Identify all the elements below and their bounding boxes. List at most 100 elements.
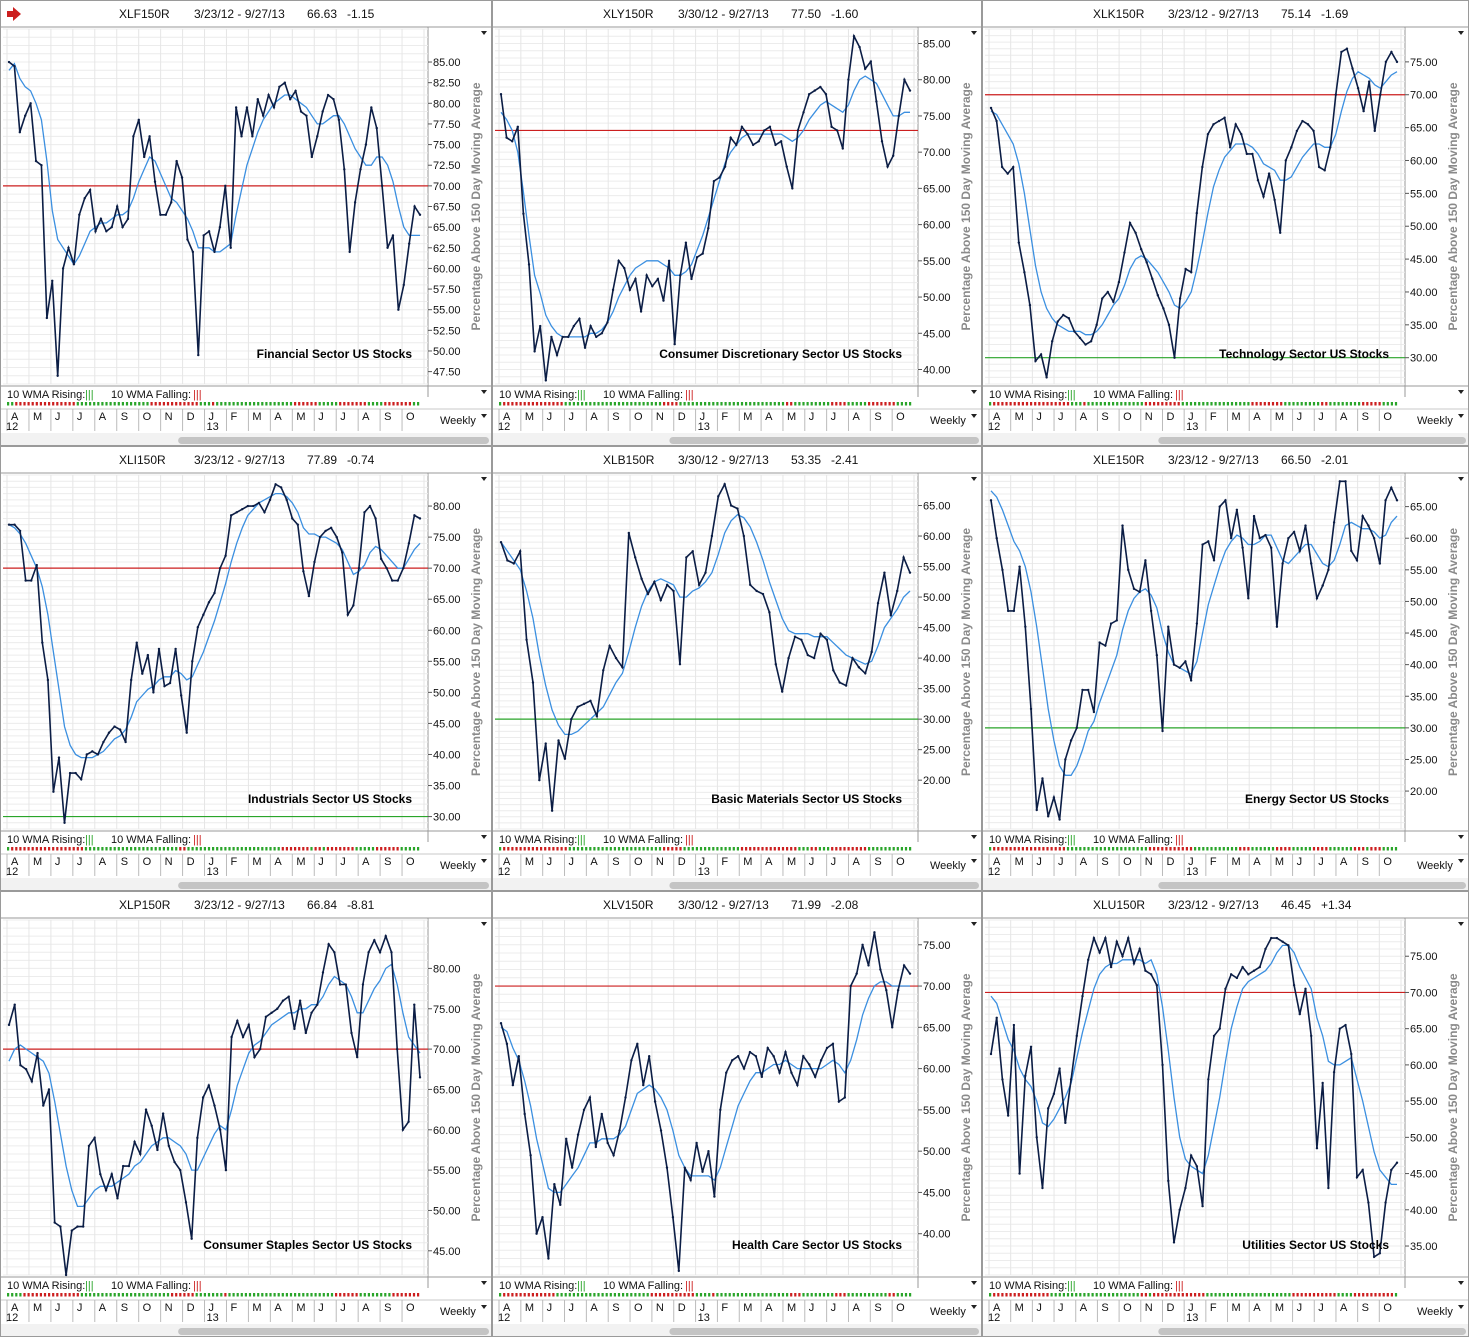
price-point (710, 534, 714, 538)
period-menu-icon[interactable] (1458, 414, 1464, 418)
month-label: J (209, 856, 215, 868)
axis-menu-icon[interactable] (481, 31, 487, 35)
chart-svg: XLB150R 3/30/12 - 9/27/13 53.35 -2.4165.006… (493, 453, 981, 890)
price-point (653, 580, 656, 584)
price-point (671, 1216, 675, 1219)
price-point (690, 277, 693, 281)
price-point (611, 288, 615, 292)
legend-menu-icon[interactable] (971, 390, 977, 394)
axis-menu-icon[interactable] (971, 477, 977, 481)
price-point (646, 592, 650, 596)
price-point (1062, 313, 1065, 317)
axis-menu-icon[interactable] (481, 922, 487, 926)
price-point (1075, 726, 1078, 730)
price-point (857, 666, 861, 669)
price-point (1332, 521, 1336, 524)
price-point (707, 1149, 710, 1153)
month-label: S (121, 411, 128, 423)
price-point (391, 579, 394, 582)
axis-menu-icon[interactable] (481, 477, 487, 481)
price-point (186, 238, 189, 241)
scrollbar-thumb[interactable] (178, 437, 489, 444)
period-dropdown[interactable]: Weekly (440, 860, 476, 872)
legend-menu-icon[interactable] (481, 1281, 487, 1285)
price-point (7, 1023, 11, 1027)
chart-panel-xly150r: XLY150R 3/30/12 - 9/27/13 77.50 -1.60 85.00 8… (492, 0, 982, 446)
last-value-label: 46.45 (1281, 898, 1311, 912)
price-point (813, 1075, 817, 1079)
price-point (375, 126, 378, 130)
period-menu-icon[interactable] (971, 859, 977, 863)
price-point (995, 119, 998, 123)
legend-menu-icon[interactable] (971, 1281, 977, 1285)
scrollbar-thumb[interactable] (1158, 1328, 1466, 1335)
y-tick-label: 60.00 (923, 1064, 951, 1076)
axis-menu-icon[interactable] (1458, 477, 1464, 481)
y-tick-label: 60.00 (433, 625, 461, 637)
last-value-label: 71.99 (791, 898, 821, 912)
axis-menu-icon[interactable] (971, 31, 977, 35)
month-label: A (274, 1302, 282, 1314)
price-point (13, 64, 16, 68)
period-menu-icon[interactable] (481, 414, 487, 418)
y-tick-label: 62.50 (433, 243, 461, 255)
period-dropdown[interactable]: Weekly (930, 860, 966, 872)
y-tick-label: 75.00 (433, 532, 461, 544)
period-menu-icon[interactable] (481, 1305, 487, 1309)
period-dropdown[interactable]: Weekly (1417, 1306, 1453, 1318)
axis-menu-icon[interactable] (971, 922, 977, 926)
price-point (35, 563, 38, 567)
y-tick-label: 85.00 (923, 38, 951, 50)
period-menu-icon[interactable] (1458, 859, 1464, 863)
scrollbar-thumb[interactable] (178, 882, 489, 889)
period-dropdown[interactable]: Weekly (1417, 415, 1453, 427)
price-point (570, 1166, 574, 1169)
scrollbar-thumb[interactable] (1158, 882, 1466, 889)
legend-menu-icon[interactable] (1458, 1281, 1464, 1285)
price-series-line (500, 33, 911, 381)
price-point (30, 1080, 34, 1083)
month-label: D (678, 1302, 686, 1314)
scrollbar-thumb[interactable] (178, 1328, 489, 1335)
y-tick-label: 60.00 (1410, 533, 1438, 545)
legend-menu-icon[interactable] (1458, 390, 1464, 394)
period-dropdown[interactable]: Weekly (440, 415, 476, 427)
price-point (766, 1046, 769, 1050)
price-point (1247, 597, 1250, 600)
y-tick-label: 65.00 (433, 222, 461, 234)
price-point (1050, 340, 1054, 343)
y-tick-labels: 75.00 70.00 65.00 60.00 55.00 50.00 45.00 40.00 (918, 940, 951, 1241)
wma-rising-marks: ||| (85, 834, 94, 846)
price-point (413, 1003, 416, 1006)
period-menu-icon[interactable] (971, 414, 977, 418)
y-tick-label: 20.00 (1410, 786, 1438, 798)
period-menu-icon[interactable] (1458, 1305, 1464, 1309)
price-point (57, 756, 61, 759)
period-dropdown[interactable]: Weekly (930, 415, 966, 427)
period-dropdown[interactable]: Weekly (930, 1306, 966, 1318)
price-point (333, 951, 336, 954)
price-point (1252, 969, 1256, 972)
price-point (174, 647, 177, 651)
period-dropdown[interactable]: Weekly (440, 1306, 476, 1318)
axis-menu-icon[interactable] (1458, 922, 1464, 926)
legend-menu-icon[interactable] (1458, 835, 1464, 839)
scrollbar-thumb[interactable] (669, 437, 979, 444)
red-arrow-icon[interactable] (7, 7, 21, 21)
scrollbar-thumb[interactable] (669, 1328, 979, 1335)
period-menu-icon[interactable] (971, 1305, 977, 1309)
legend-menu-icon[interactable] (971, 835, 977, 839)
price-point (1034, 359, 1037, 363)
scrollbar-thumb[interactable] (669, 882, 979, 889)
legend-menu-icon[interactable] (481, 835, 487, 839)
scrollbar-thumb[interactable] (1158, 437, 1466, 444)
axis-menu-icon[interactable] (1458, 31, 1464, 35)
month-label: J (1318, 411, 1324, 423)
period-dropdown[interactable]: Weekly (1417, 860, 1453, 872)
price-point (583, 346, 587, 349)
legend-menu-icon[interactable] (481, 390, 487, 394)
gridlines (495, 474, 918, 830)
chart-svg: XLF150R 3/23/12 - 9/27/13 66.63 -1.1585.008… (1, 7, 491, 445)
period-menu-icon[interactable] (481, 859, 487, 863)
price-point (1315, 597, 1319, 600)
